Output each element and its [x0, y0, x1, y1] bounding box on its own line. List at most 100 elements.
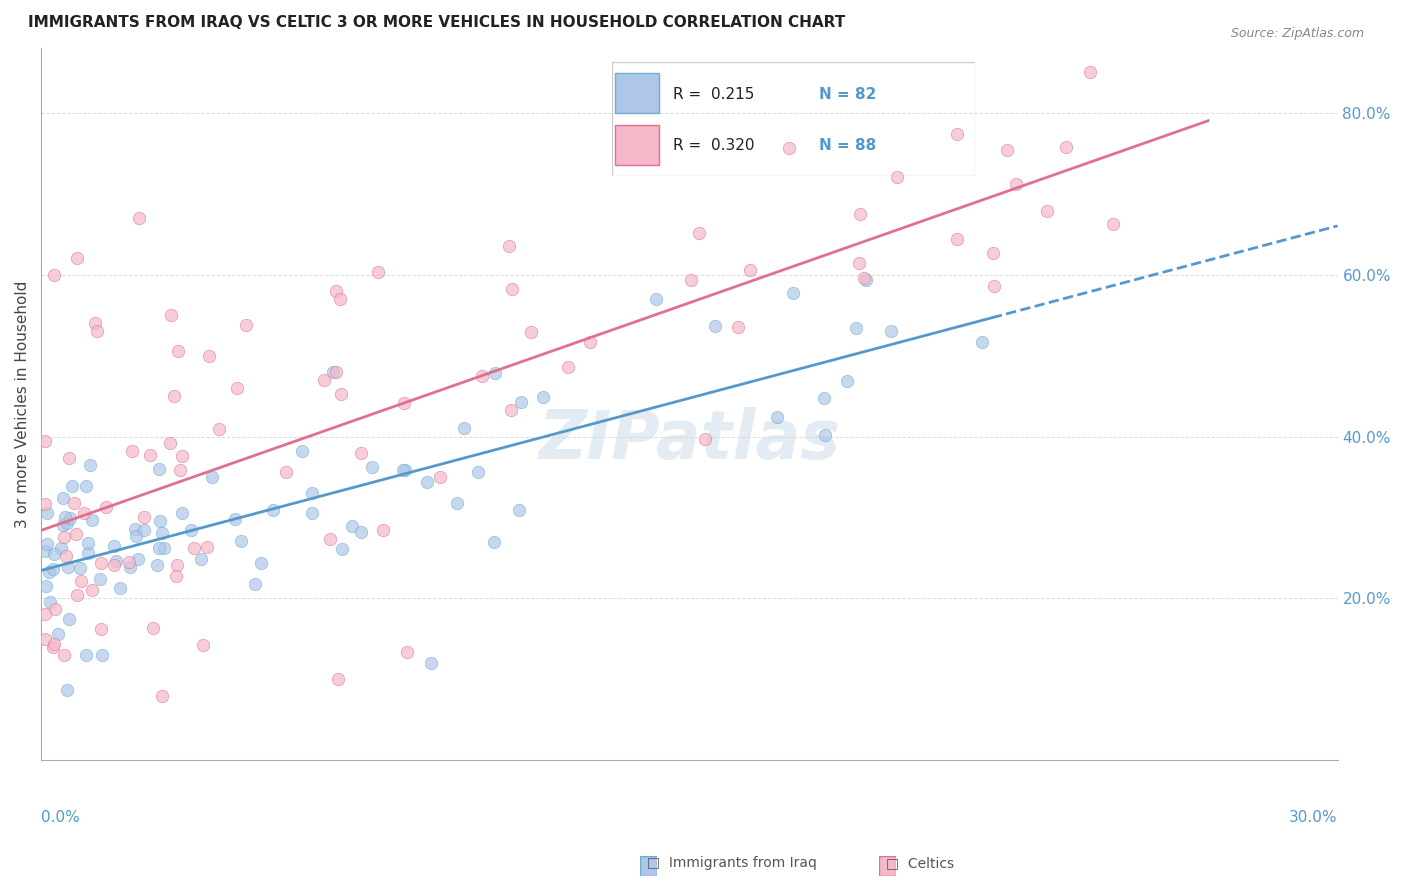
Point — [94, 500, 117, 514]
Point — [59, 511, 82, 525]
Point — [153, 541, 176, 555]
Point — [946, 127, 969, 141]
Point — [125, 529, 148, 543]
Point — [69, 560, 91, 574]
Point — [880, 324, 903, 338]
Point — [813, 428, 835, 442]
Point — [124, 522, 146, 536]
Point — [350, 525, 373, 540]
Point — [44, 601, 66, 615]
Point — [301, 506, 323, 520]
Point — [148, 541, 170, 555]
Point — [66, 252, 89, 266]
Point — [498, 239, 520, 253]
Point — [163, 389, 186, 403]
Point — [312, 373, 335, 387]
Point — [579, 334, 602, 349]
Point — [142, 621, 165, 635]
Text: Source: ZipAtlas.com: Source: ZipAtlas.com — [1230, 27, 1364, 40]
Point — [226, 381, 249, 395]
Point — [52, 530, 75, 544]
Point — [848, 256, 870, 270]
Point — [291, 444, 314, 458]
Point — [415, 475, 437, 490]
Point — [1054, 140, 1077, 154]
Point — [42, 561, 65, 575]
Point — [118, 559, 141, 574]
Point — [704, 318, 727, 333]
Point — [845, 321, 868, 335]
Point — [42, 637, 65, 651]
Point — [198, 349, 221, 363]
Point — [520, 326, 543, 340]
Point — [108, 581, 131, 595]
Point — [394, 462, 416, 476]
Point — [53, 509, 76, 524]
Point — [848, 207, 870, 221]
Text: 30.0%: 30.0% — [1289, 810, 1337, 825]
Point — [83, 316, 105, 330]
Point — [886, 169, 908, 184]
Point — [75, 479, 97, 493]
Point — [79, 458, 101, 473]
Point — [60, 479, 83, 493]
Point — [195, 540, 218, 554]
Point — [367, 265, 389, 279]
Point — [169, 463, 191, 477]
Point — [765, 410, 787, 425]
Point — [395, 645, 418, 659]
Point — [429, 470, 451, 484]
Point — [70, 574, 93, 588]
Point — [150, 689, 173, 703]
Point — [82, 513, 104, 527]
Point — [727, 320, 749, 334]
Point — [319, 532, 342, 546]
Point — [41, 640, 63, 654]
Text: IMMIGRANTS FROM IRAQ VS CELTIC 3 OR MORE VEHICLES IN HOUSEHOLD CORRELATION CHART: IMMIGRANTS FROM IRAQ VS CELTIC 3 OR MORE… — [28, 15, 845, 30]
Point — [245, 576, 267, 591]
Point — [201, 470, 224, 484]
Point — [38, 565, 60, 579]
Point — [322, 365, 344, 379]
Point — [191, 638, 214, 652]
Point — [330, 541, 353, 556]
Point — [972, 334, 994, 349]
Point — [326, 673, 349, 687]
Point — [34, 578, 56, 592]
Point — [90, 622, 112, 636]
Point — [183, 541, 205, 556]
Point — [165, 569, 187, 583]
Point — [56, 516, 79, 530]
Point — [349, 446, 371, 460]
Point — [224, 512, 246, 526]
Point — [34, 544, 56, 558]
Point — [159, 436, 181, 450]
Point — [813, 391, 835, 405]
Point — [118, 555, 141, 569]
Point — [180, 523, 202, 537]
Point — [509, 394, 531, 409]
Point — [499, 403, 522, 417]
Point — [557, 359, 579, 374]
Point — [446, 496, 468, 510]
Point — [981, 246, 1004, 260]
Point — [44, 547, 66, 561]
Point — [262, 502, 284, 516]
Point — [55, 549, 77, 564]
Point — [688, 227, 710, 241]
Point — [835, 374, 858, 388]
Point — [75, 648, 97, 662]
Point — [34, 434, 56, 449]
Point — [190, 551, 212, 566]
Point — [235, 318, 257, 333]
Point — [250, 556, 273, 570]
Point — [392, 395, 415, 409]
Point — [679, 273, 702, 287]
Point — [172, 449, 194, 463]
Point — [208, 422, 231, 436]
Point — [531, 390, 554, 404]
Point — [482, 534, 505, 549]
Point — [484, 367, 506, 381]
Point — [134, 510, 156, 524]
Point — [52, 648, 75, 662]
